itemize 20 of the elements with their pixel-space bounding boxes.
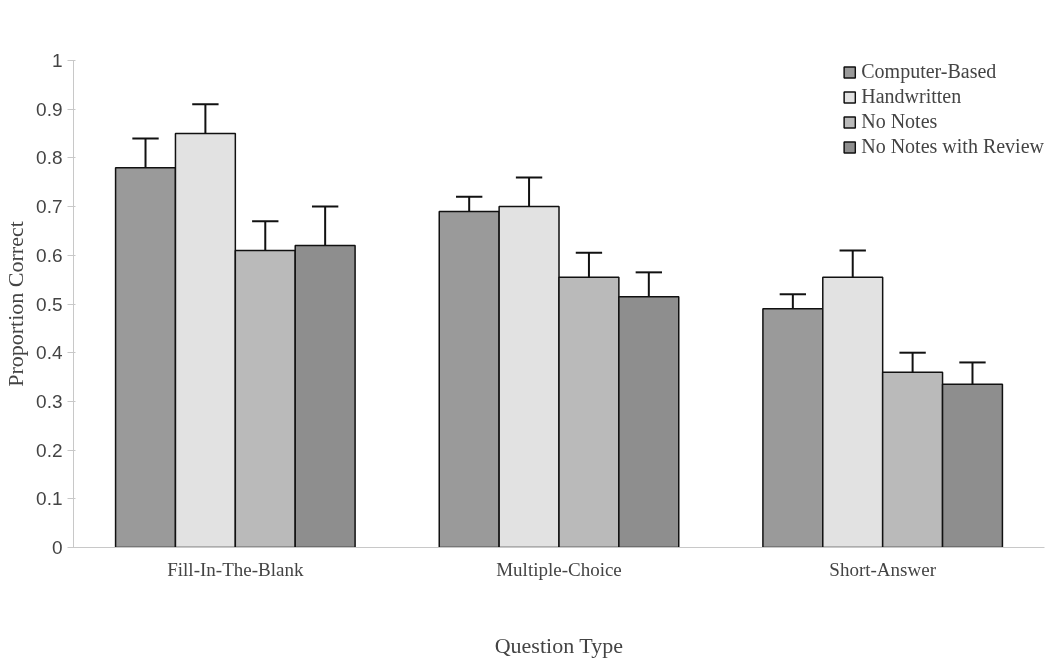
y-tick-label: 0.3 <box>36 390 63 412</box>
x-tick-label: Fill-In-The-Blank <box>167 558 304 580</box>
legend-label: No Notes with Review <box>861 135 1044 158</box>
y-axis-title: Proportion Correct <box>3 221 29 387</box>
y-tick-label: 0.9 <box>36 98 63 120</box>
y-tick-label: 0 <box>51 537 63 558</box>
x-axis-title: Question Type <box>494 632 623 658</box>
x-tick-label: Multiple-Choice <box>496 558 622 580</box>
y-tick-label: 0.2 <box>36 439 63 461</box>
y-tick-label: 0.5 <box>36 293 63 315</box>
y-tick-label: 0.8 <box>36 147 63 169</box>
y-tick-label: 1 <box>51 50 63 71</box>
y-tick-label: 0.1 <box>36 488 63 510</box>
legend-label: No Notes <box>861 110 938 133</box>
legend-label: Computer-Based <box>861 60 997 83</box>
y-tick-label: 0.6 <box>36 244 63 266</box>
y-tick-label: 0.4 <box>36 342 63 364</box>
x-tick-label: Short-Answer <box>829 558 937 580</box>
legend-label: Handwritten <box>861 85 962 108</box>
y-tick-label: 0.7 <box>36 196 63 218</box>
